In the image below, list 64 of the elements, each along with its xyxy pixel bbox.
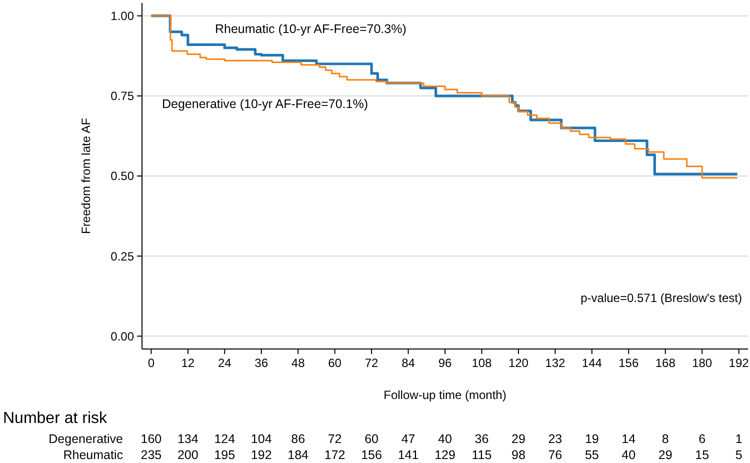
text: Degenerative bbox=[48, 432, 124, 446]
x-tick-label: 132 bbox=[545, 356, 566, 370]
text: 98 bbox=[512, 448, 526, 462]
text: 40 bbox=[438, 432, 452, 446]
text: 60 bbox=[364, 432, 379, 446]
x-tick-label: 60 bbox=[328, 356, 342, 370]
text: 40 bbox=[622, 448, 636, 462]
y-tick-label: 1.00 bbox=[110, 9, 134, 24]
text: Rheumatic bbox=[63, 448, 123, 462]
text: 172 bbox=[324, 448, 346, 462]
text: 184 bbox=[288, 448, 309, 462]
y-tick-label: 0.00 bbox=[110, 329, 134, 344]
text: 141 bbox=[398, 448, 419, 462]
text: Number at risk bbox=[3, 410, 108, 427]
y-axis-title: Freedom from late AF bbox=[79, 118, 93, 234]
text: 23 bbox=[548, 432, 562, 446]
x-tick-label: 12 bbox=[181, 356, 195, 370]
x-tick-label: 96 bbox=[438, 356, 452, 370]
text: 129 bbox=[434, 448, 456, 462]
text: 47 bbox=[401, 432, 416, 446]
text: 192 bbox=[250, 448, 272, 462]
text: 156 bbox=[361, 448, 382, 462]
x-tick-label: 180 bbox=[692, 356, 712, 370]
text: 72 bbox=[328, 432, 342, 446]
text: 195 bbox=[214, 448, 236, 462]
text: 14 bbox=[622, 432, 636, 446]
series-label: Rheumatic (10-yr AF-Free=70.3%) bbox=[215, 22, 406, 36]
x-tick-label: 84 bbox=[402, 356, 416, 370]
y-tick-label: 0.75 bbox=[110, 89, 134, 104]
text: 115 bbox=[472, 448, 492, 462]
x-tick-label: 168 bbox=[655, 356, 676, 370]
text: 15 bbox=[695, 448, 710, 462]
y-tick-label: 0.50 bbox=[110, 169, 134, 184]
x-tick-label: 0 bbox=[148, 356, 155, 370]
text: 6 bbox=[698, 432, 706, 446]
text: 19 bbox=[584, 432, 599, 446]
x-tick-label: 108 bbox=[472, 356, 492, 370]
text: 86 bbox=[291, 432, 306, 446]
text: 124 bbox=[214, 432, 236, 446]
text: 200 bbox=[177, 448, 198, 462]
text: 29 bbox=[512, 432, 526, 446]
text: 76 bbox=[548, 448, 562, 462]
x-tick-label: 156 bbox=[618, 356, 639, 370]
text: 8 bbox=[662, 432, 669, 446]
text: 235 bbox=[140, 448, 162, 462]
text: 134 bbox=[177, 432, 198, 446]
x-tick-label: 48 bbox=[291, 356, 306, 370]
x-axis-title: Follow-up time (month) bbox=[384, 388, 506, 402]
x-tick-label: 72 bbox=[364, 356, 379, 370]
annotation: p-value=0.571 (Breslow's test) bbox=[580, 291, 742, 305]
text: 160 bbox=[140, 432, 162, 446]
text: 36 bbox=[474, 432, 489, 446]
text: 1 bbox=[735, 432, 742, 446]
x-tick-label: 192 bbox=[728, 356, 750, 370]
text: 55 bbox=[584, 448, 599, 462]
text: 104 bbox=[250, 432, 272, 446]
x-tick-label: 24 bbox=[218, 356, 232, 370]
x-tick-label: 144 bbox=[582, 356, 602, 370]
x-tick-label: 36 bbox=[254, 356, 268, 370]
y-tick-label: 0.25 bbox=[110, 249, 134, 264]
text: 29 bbox=[658, 448, 672, 462]
x-tick-label: 120 bbox=[508, 356, 529, 370]
text: 5 bbox=[735, 448, 742, 462]
series-label: Degenerative (10-yr AF-Free=70.1%) bbox=[162, 97, 368, 111]
